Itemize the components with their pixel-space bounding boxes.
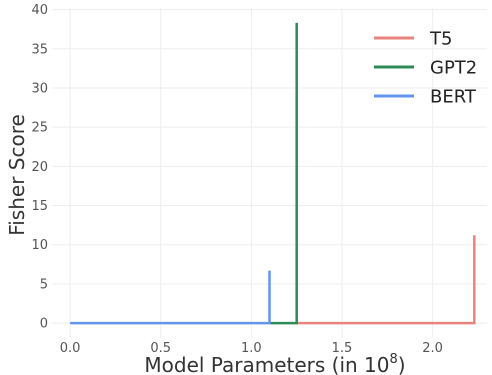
x-axis-title-main: Model Parameters (in 10 (144, 353, 389, 375)
legend-label-gpt2: GPT2 (430, 58, 477, 79)
x-axis-title: Model Parameters (in 108) (144, 352, 405, 375)
legend-label-t5: T5 (429, 29, 452, 50)
x-tick-label: 0.0 (60, 341, 81, 356)
series-line-bert (70, 270, 271, 325)
x-tick-label: 1.5 (332, 341, 353, 356)
y-axis-ticks: 0 5 10 15 20 25 30 35 40 (31, 3, 48, 332)
x-axis-title-exponent: 8 (389, 352, 397, 367)
x-axis-ticks: 0.0 0.5 1.0 1.5 2.0 (60, 341, 443, 356)
y-tick-label: 10 (31, 238, 48, 253)
y-tick-label: 0 (40, 317, 48, 332)
legend: T5 GPT2 BERT (374, 29, 477, 108)
y-tick-label: 15 (31, 199, 48, 214)
legend-label-bert: BERT (430, 87, 477, 108)
x-axis-title-close: ) (398, 353, 406, 375)
grid (52, 8, 487, 338)
y-tick-label: 25 (31, 121, 48, 136)
y-axis-title: Fisher Score (5, 114, 29, 236)
x-tick-label: 0.5 (150, 341, 171, 356)
y-tick-label: 5 (40, 277, 48, 292)
y-tick-label: 30 (31, 81, 48, 96)
series-line-gpt2 (269, 22, 298, 325)
x-tick-label: 1.0 (241, 341, 262, 356)
y-tick-label: 40 (31, 3, 48, 18)
series-line-t5 (296, 235, 476, 325)
x-tick-label: 2.0 (422, 341, 443, 356)
y-tick-label: 35 (31, 42, 48, 57)
series-lines (70, 22, 476, 325)
y-tick-label: 20 (31, 160, 48, 175)
